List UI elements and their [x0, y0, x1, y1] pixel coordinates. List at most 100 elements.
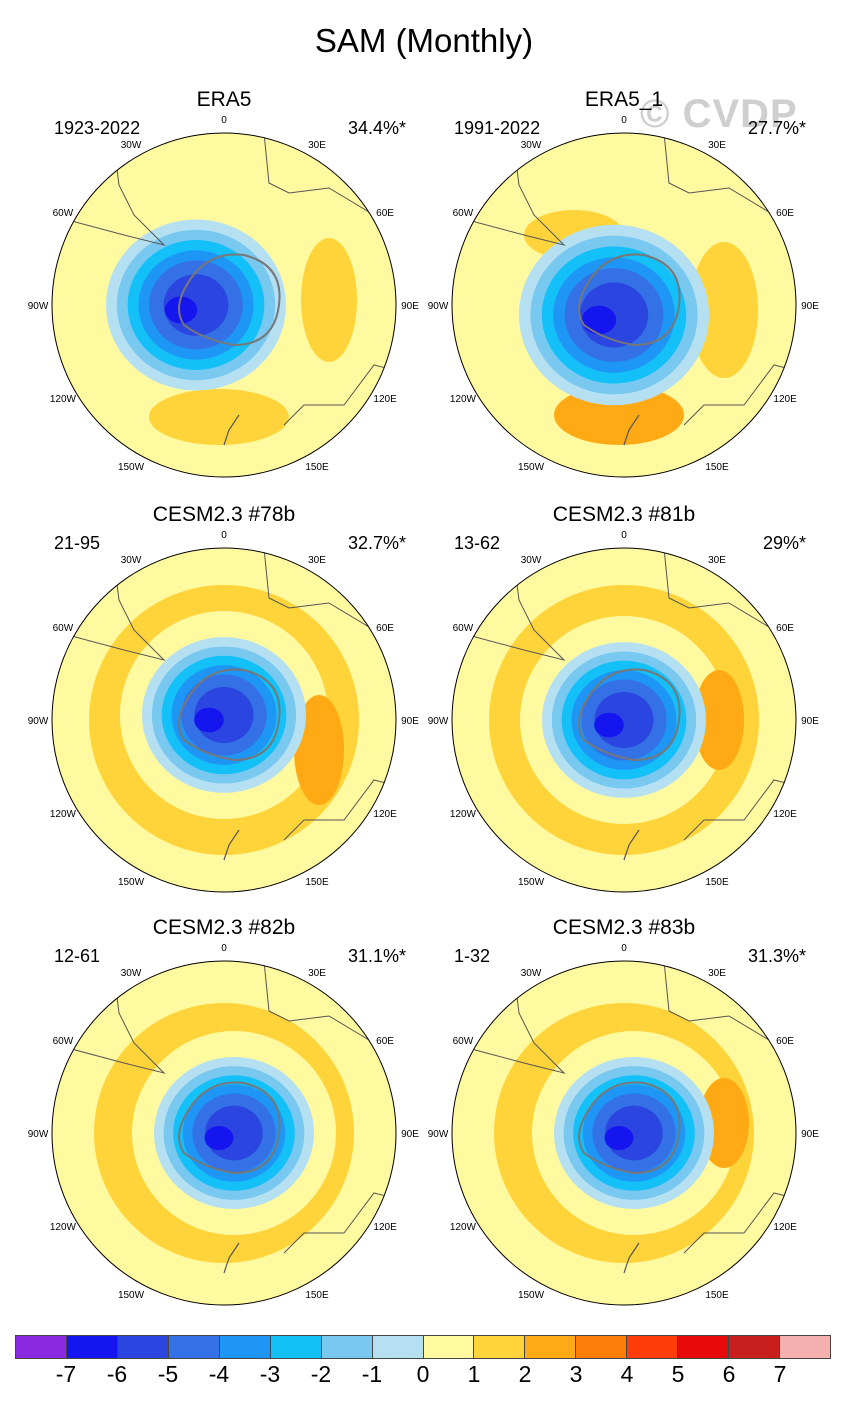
longitude-label: 180 [616, 1315, 633, 1316]
longitude-label: 180 [616, 487, 633, 488]
longitude-label: 30E [308, 968, 326, 979]
new-zealand-coastline [623, 1242, 640, 1274]
panel-title: ERA5 [196, 88, 252, 111]
longitude-label: 60W [453, 208, 474, 219]
longitude-label: 90E [801, 1129, 819, 1140]
south-america-coastline [52, 559, 166, 661]
africa-coastline [263, 961, 380, 1047]
south-america-coastline [52, 972, 166, 1074]
colorbar [15, 1335, 831, 1359]
longitude-label: 90W [28, 1129, 49, 1140]
anomaly-blob [694, 670, 744, 770]
south-america-coastline [452, 972, 566, 1074]
longitude-label: 120E [773, 1222, 797, 1233]
polar-map: 0 30E 60E 90E 120E 150E 180 150W 120W 90W 60W 30W [28, 115, 420, 488]
negative-core [204, 1126, 234, 1150]
longitude-label: 120W [50, 394, 77, 405]
panel-years: 21-95 [54, 533, 101, 553]
anomaly-blob [690, 242, 758, 378]
panel-percent: 32.7%* [347, 533, 406, 553]
longitude-label: 30E [708, 555, 726, 566]
south-america-coastline [52, 144, 166, 246]
longitude-label: 150E [305, 1290, 329, 1301]
colorbar-swatch [525, 1336, 577, 1358]
panel-title: CESM2.3 #81b [552, 503, 696, 526]
antarctica-coastline [578, 253, 681, 347]
longitude-label: 60W [453, 623, 474, 634]
map-panel-cesm-81b: CESM2.3 #81b 13-62 29%* 0 30E 60E 90E 120E 15… [424, 503, 824, 903]
longitude-label: 90W [428, 1129, 449, 1140]
longitude-label: 90E [801, 301, 819, 312]
colorbar-tick-label: 2 [518, 1361, 532, 1387]
africa-coastline [263, 548, 380, 634]
longitude-label: 150W [518, 1290, 545, 1301]
colorbar-tick-label: 1 [467, 1361, 481, 1387]
longitude-label: 60E [376, 1036, 394, 1047]
colorbar-swatch [16, 1336, 67, 1358]
polar-map: 0 30E 60E 90E 120E 150E 180 150W 120W 90W 60W 30W [428, 115, 820, 488]
panel-years: 1-32 [454, 946, 491, 966]
longitude-label: 90E [401, 301, 419, 312]
colorbar-tick-label: -3 [259, 1361, 281, 1387]
colorbar-swatch [627, 1336, 679, 1358]
longitude-label: 60E [776, 623, 794, 634]
longitude-label: 150E [705, 1290, 729, 1301]
longitude-label: 90W [428, 716, 449, 727]
map-border [451, 960, 797, 1306]
panel-percent: 31.3%* [747, 946, 806, 966]
colorbar-swatch [372, 1336, 424, 1358]
new-zealand-coastline [623, 414, 640, 446]
colorbar-tick-label: 7 [773, 1361, 787, 1387]
colorbar-swatch [423, 1336, 475, 1358]
colorbar-swatch [780, 1336, 830, 1358]
colorbar-tick-label: -7 [55, 1361, 77, 1387]
south-america-coastline [452, 559, 566, 661]
longitude-label: 150E [305, 877, 329, 888]
polar-map: 0 30E 60E 90E 120E 150E 180 150W 120W 90W 60W 30W [428, 530, 820, 903]
colorbar-swatch [321, 1336, 373, 1358]
longitude-label: 90E [401, 1129, 419, 1140]
longitude-label: 120E [773, 394, 797, 405]
panel-title: CESM2.3 #82b [152, 916, 296, 939]
longitude-label: 90E [401, 716, 419, 727]
longitude-label: 180 [616, 902, 633, 903]
colorbar-swatch [678, 1336, 730, 1358]
longitude-label: 90W [428, 301, 449, 312]
africa-coastline [663, 133, 780, 219]
longitude-label: 0 [221, 943, 227, 954]
colorbar-ticks: -7 -6 -5 -4 -3 -2 -1 0 1 2 3 4 5 6 7 [15, 1361, 831, 1391]
longitude-label: 150E [705, 462, 729, 473]
colorbar-tick-label: -6 [106, 1361, 128, 1387]
map-panel-cesm-83b: CESM2.3 #83b 1-32 31.3%* 0 30E 60E 90E 120E 1… [424, 916, 824, 1316]
africa-coastline [663, 961, 780, 1047]
longitude-label: 0 [621, 530, 627, 541]
panel-percent: 31.1%* [347, 946, 406, 966]
longitude-label: 60W [53, 1036, 74, 1047]
colorbar-swatch [576, 1336, 628, 1358]
new-zealand-coastline [623, 829, 640, 861]
new-zealand-coastline [223, 1242, 240, 1274]
longitude-label: 30W [521, 140, 542, 151]
longitude-label: 30W [121, 555, 142, 566]
longitude-label: 0 [621, 943, 627, 954]
longitude-label: 180 [216, 902, 233, 903]
africa-coastline [263, 133, 380, 219]
colorbar-tick-label: 4 [620, 1361, 634, 1387]
colorbar-swatch [474, 1336, 526, 1358]
panel-percent: 27.7%* [747, 118, 806, 138]
longitude-label: 30W [521, 968, 542, 979]
longitude-label: 30W [521, 555, 542, 566]
longitude-label: 30W [121, 140, 142, 151]
longitude-label: 60E [776, 1036, 794, 1047]
negative-core [604, 1126, 634, 1150]
longitude-label: 120W [450, 1222, 477, 1233]
anomaly-blob [301, 238, 357, 362]
longitude-label: 150W [518, 462, 545, 473]
watermark: © CVDP [640, 92, 798, 136]
colorbar-tick-label: -1 [361, 1361, 383, 1387]
colorbar-swatch [219, 1336, 271, 1358]
longitude-label: 120E [773, 809, 797, 820]
antarctica-coastline [178, 668, 281, 762]
panel-percent: 29%* [762, 533, 806, 553]
map-panel-era5-1: ERA5_1 1991-2022 27.7%* 0 30E 60E 90E 120E 15… [424, 88, 824, 488]
